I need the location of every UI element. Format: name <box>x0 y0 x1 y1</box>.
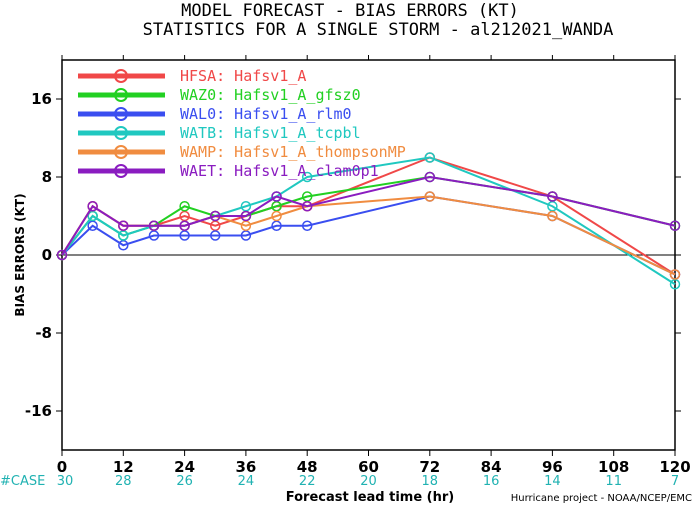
x-tick-label: 60 <box>358 458 379 476</box>
legend-swatch-marker <box>114 88 128 102</box>
legend-entry: WAL0: Hafsv1_A_rlm0 <box>180 105 352 123</box>
case-count: 24 <box>238 474 255 489</box>
series-point <box>424 152 436 163</box>
series-point <box>271 210 282 222</box>
legend-entry: WAMP: Hafsv1_A_thompsonMP <box>180 143 406 161</box>
y-tick-label: -16 <box>25 402 52 420</box>
y-tick-label: -8 <box>35 324 52 342</box>
x-tick-label: 108 <box>598 458 629 476</box>
x-tick-label: 24 <box>174 458 195 476</box>
x-axis-ticks: 0 12 24 36 48 60 72 84 96 108 120 <box>57 55 691 476</box>
chart-title-line2: STATISTICS FOR A SINGLE STORM - al212021… <box>143 20 614 40</box>
x-tick-label: 0 <box>57 458 67 476</box>
series-point <box>669 269 681 280</box>
series-point <box>424 191 436 202</box>
series-point <box>87 201 98 212</box>
series-point <box>424 171 436 183</box>
case-count: 22 <box>299 474 316 489</box>
series-point <box>669 220 681 231</box>
series-point <box>148 220 160 231</box>
series-point <box>301 220 313 231</box>
x-tick-label: 96 <box>542 458 563 476</box>
case-count: 30 <box>57 474 74 489</box>
legend-swatch-marker <box>114 69 128 83</box>
series-point <box>301 201 313 212</box>
series-point <box>271 191 282 202</box>
x-tick-label: 84 <box>481 458 502 476</box>
series-point <box>56 249 68 261</box>
case-count: 26 <box>176 474 193 489</box>
series-point <box>240 210 252 222</box>
case-count: 14 <box>544 474 561 489</box>
plot-area <box>61 59 676 451</box>
y-tick-label: 16 <box>31 90 52 108</box>
legend-entry: WAZ0: Hafsv1_A_gfsz0 <box>180 86 361 104</box>
y-tick-label: 0 <box>42 246 52 264</box>
chart-title-line1: MODEL FORECAST - BIAS ERRORS (KT) <box>181 1 519 21</box>
x-tick-label: 72 <box>419 458 440 476</box>
series-point <box>179 220 190 231</box>
series-point <box>210 210 221 222</box>
x-tick-label: 48 <box>297 458 318 476</box>
series-line <box>61 175 676 256</box>
legend-swatch-marker <box>114 126 128 140</box>
series-point <box>118 220 129 231</box>
series-point <box>547 210 558 222</box>
legend-swatch-marker <box>114 164 128 178</box>
case-count: 7 <box>671 474 679 489</box>
case-count: 16 <box>483 474 500 489</box>
series-point <box>210 230 221 241</box>
legend-entry: WAET: Hafsv1_A_clam0p1 <box>180 162 379 180</box>
x-tick-label: 12 <box>113 458 134 476</box>
series-point <box>547 191 558 202</box>
legend-entry: WATB: Hafsv1_A_tcpbl <box>180 124 361 142</box>
case-counts: 30 28 26 24 22 20 18 16 14 11 7 <box>57 474 679 489</box>
case-count: 20 <box>360 474 377 489</box>
case-count: 18 <box>422 474 439 489</box>
x-tick-label: 36 <box>235 458 256 476</box>
case-label: #CASE <box>0 474 45 489</box>
y-axis-label: BIAS ERRORS (KT) <box>13 193 27 316</box>
legend-swatch-marker <box>114 145 128 159</box>
case-count: 11 <box>605 474 622 489</box>
y-axis-ticks: -16 -8 0 8 16 <box>25 90 681 420</box>
series-point <box>301 171 313 183</box>
legend-entry: HFSA: Hafsv1_A <box>180 67 306 85</box>
series-line <box>61 156 676 286</box>
series-layer <box>56 152 681 290</box>
credit-text: Hurricane project - NOAA/NCEP/EMC <box>511 493 692 504</box>
legend-swatch-marker <box>114 107 128 121</box>
series-point <box>179 201 190 212</box>
case-count: 28 <box>115 474 132 489</box>
series-line <box>61 195 676 276</box>
x-axis-label: Forecast lead time (hr) <box>286 490 454 505</box>
y-tick-label: 8 <box>42 168 52 186</box>
x-tick-label: 120 <box>659 458 690 476</box>
